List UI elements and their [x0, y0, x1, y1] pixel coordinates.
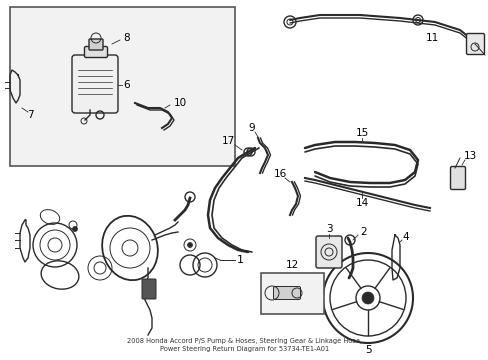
Circle shape — [187, 243, 192, 248]
FancyBboxPatch shape — [89, 39, 103, 50]
Text: 9: 9 — [248, 123, 255, 133]
FancyBboxPatch shape — [142, 279, 156, 299]
Text: 15: 15 — [355, 128, 368, 138]
Text: 11: 11 — [425, 33, 438, 43]
FancyBboxPatch shape — [449, 166, 465, 189]
Circle shape — [361, 292, 373, 304]
FancyBboxPatch shape — [273, 287, 300, 300]
Text: 16: 16 — [273, 169, 286, 179]
Text: 10: 10 — [173, 98, 186, 108]
FancyBboxPatch shape — [84, 46, 107, 58]
Text: 3: 3 — [325, 224, 332, 234]
Text: 1: 1 — [236, 255, 243, 265]
FancyBboxPatch shape — [72, 55, 118, 113]
Text: 8: 8 — [123, 33, 130, 43]
Text: 2008 Honda Accord P/S Pump & Hoses, Steering Gear & Linkage Hose,
Power Steering: 2008 Honda Accord P/S Pump & Hoses, Stee… — [127, 338, 361, 352]
Bar — [10, 7, 234, 166]
Text: 12: 12 — [285, 260, 298, 270]
Text: 2: 2 — [360, 227, 366, 237]
Text: 13: 13 — [463, 151, 476, 161]
Text: 17: 17 — [221, 136, 234, 146]
FancyBboxPatch shape — [315, 236, 341, 268]
Bar — [261, 273, 324, 314]
FancyBboxPatch shape — [466, 33, 484, 54]
Text: 5: 5 — [364, 345, 370, 355]
Text: 14: 14 — [355, 198, 368, 208]
Text: 7: 7 — [27, 110, 33, 120]
Text: 4: 4 — [402, 232, 408, 242]
Text: 6: 6 — [123, 80, 130, 90]
Circle shape — [72, 226, 77, 231]
